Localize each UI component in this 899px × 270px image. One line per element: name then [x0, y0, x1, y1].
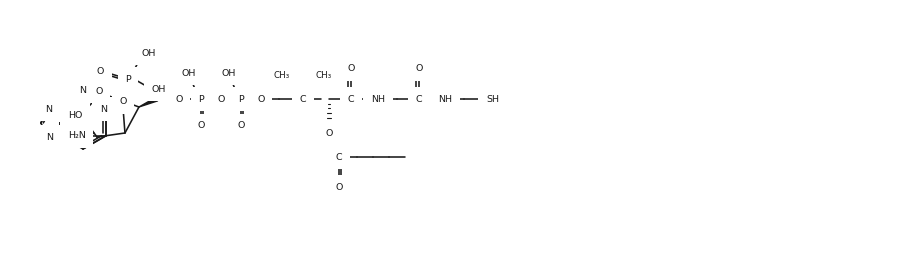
Text: O: O — [96, 68, 104, 76]
Text: N: N — [60, 106, 67, 114]
Text: C: C — [415, 94, 423, 103]
Polygon shape — [48, 110, 81, 117]
Text: C: C — [299, 94, 307, 103]
Text: SH: SH — [486, 94, 499, 103]
Text: O: O — [347, 64, 354, 73]
Text: N: N — [47, 133, 53, 141]
Text: O: O — [257, 94, 264, 103]
Text: OH: OH — [142, 49, 156, 58]
Text: O: O — [120, 97, 127, 106]
Text: HO: HO — [67, 110, 82, 120]
Text: NH: NH — [438, 94, 452, 103]
Text: P: P — [198, 94, 204, 103]
Text: P: P — [125, 75, 131, 83]
Text: N: N — [79, 86, 86, 95]
Polygon shape — [139, 97, 157, 107]
Text: O: O — [95, 86, 102, 96]
Text: O: O — [218, 94, 225, 103]
Text: O: O — [175, 94, 182, 103]
Text: CH₃: CH₃ — [273, 72, 290, 80]
Text: N: N — [46, 104, 52, 113]
Text: O: O — [325, 129, 333, 137]
Text: NH: NH — [371, 94, 385, 103]
Text: CH₃: CH₃ — [316, 72, 333, 80]
Text: C: C — [348, 94, 354, 103]
Text: OH: OH — [152, 85, 166, 93]
Text: O: O — [197, 122, 205, 130]
Text: C: C — [335, 153, 343, 161]
Text: N: N — [100, 104, 107, 113]
Text: OH: OH — [222, 69, 236, 77]
Text: OH: OH — [182, 69, 196, 77]
Text: P: P — [238, 94, 244, 103]
Text: O: O — [237, 122, 245, 130]
Text: O: O — [335, 183, 343, 192]
Text: H₂N: H₂N — [67, 131, 85, 140]
Text: O: O — [415, 64, 423, 73]
